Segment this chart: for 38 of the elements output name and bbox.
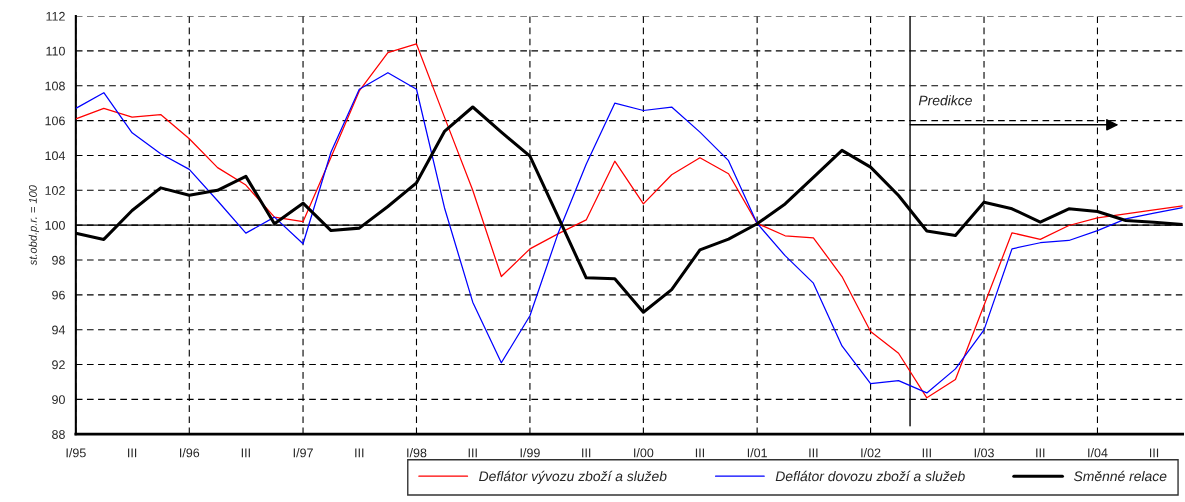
x-tick-label: I/04 <box>1088 448 1108 458</box>
y-axis-title: st.obd.p.r. = 100 <box>28 185 40 266</box>
y-tick-label: 106 <box>45 116 65 126</box>
x-tick-label: I/99 <box>520 448 540 458</box>
x-tick-label: I/96 <box>180 448 200 458</box>
y-tick-label: 96 <box>52 290 65 300</box>
x-tick-label: III <box>695 448 704 458</box>
x-tick-label: III <box>582 448 591 458</box>
y-tick-label: 94 <box>52 325 66 335</box>
x-tick-label: III <box>241 448 250 458</box>
y-tick-label: 104 <box>45 151 66 161</box>
x-tick-label: III <box>128 448 137 458</box>
x-tick-label: I/98 <box>407 448 427 458</box>
x-tick-label: I/03 <box>974 448 994 458</box>
x-tick-label: I/02 <box>861 448 881 458</box>
y-tick-label: 98 <box>52 255 65 265</box>
x-tick-label: III <box>468 448 477 458</box>
y-tick-label: 108 <box>45 81 65 91</box>
legend-label: Směnné relace <box>1073 470 1167 482</box>
x-tick-label: III <box>355 448 364 458</box>
x-tick-label: I/01 <box>747 448 767 458</box>
y-tick-label: 88 <box>52 430 65 439</box>
y-tick-label: 112 <box>46 11 65 21</box>
legend-label: Deflátor dovozu zboží a služeb <box>775 470 965 482</box>
y-tick-label: 90 <box>52 395 65 405</box>
y-tick-label: 102 <box>45 186 65 195</box>
x-tick-label: I/00 <box>634 448 654 458</box>
ref-line-label: Predikce <box>918 95 972 106</box>
x-tick-label: III <box>922 448 931 458</box>
x-tick-label: I/97 <box>293 448 313 458</box>
x-tick-label: III <box>1149 448 1159 458</box>
x-tick-label: I/95 <box>66 448 86 458</box>
x-tick-label: III <box>809 448 818 458</box>
x-tick-label: III <box>1036 448 1045 458</box>
y-tick-label: 92 <box>52 360 65 370</box>
y-tick-label: 100 <box>45 220 65 230</box>
legend-label: Deflátor vývozu zboží a služeb <box>479 470 667 484</box>
y-tick-label: 110 <box>46 46 65 56</box>
